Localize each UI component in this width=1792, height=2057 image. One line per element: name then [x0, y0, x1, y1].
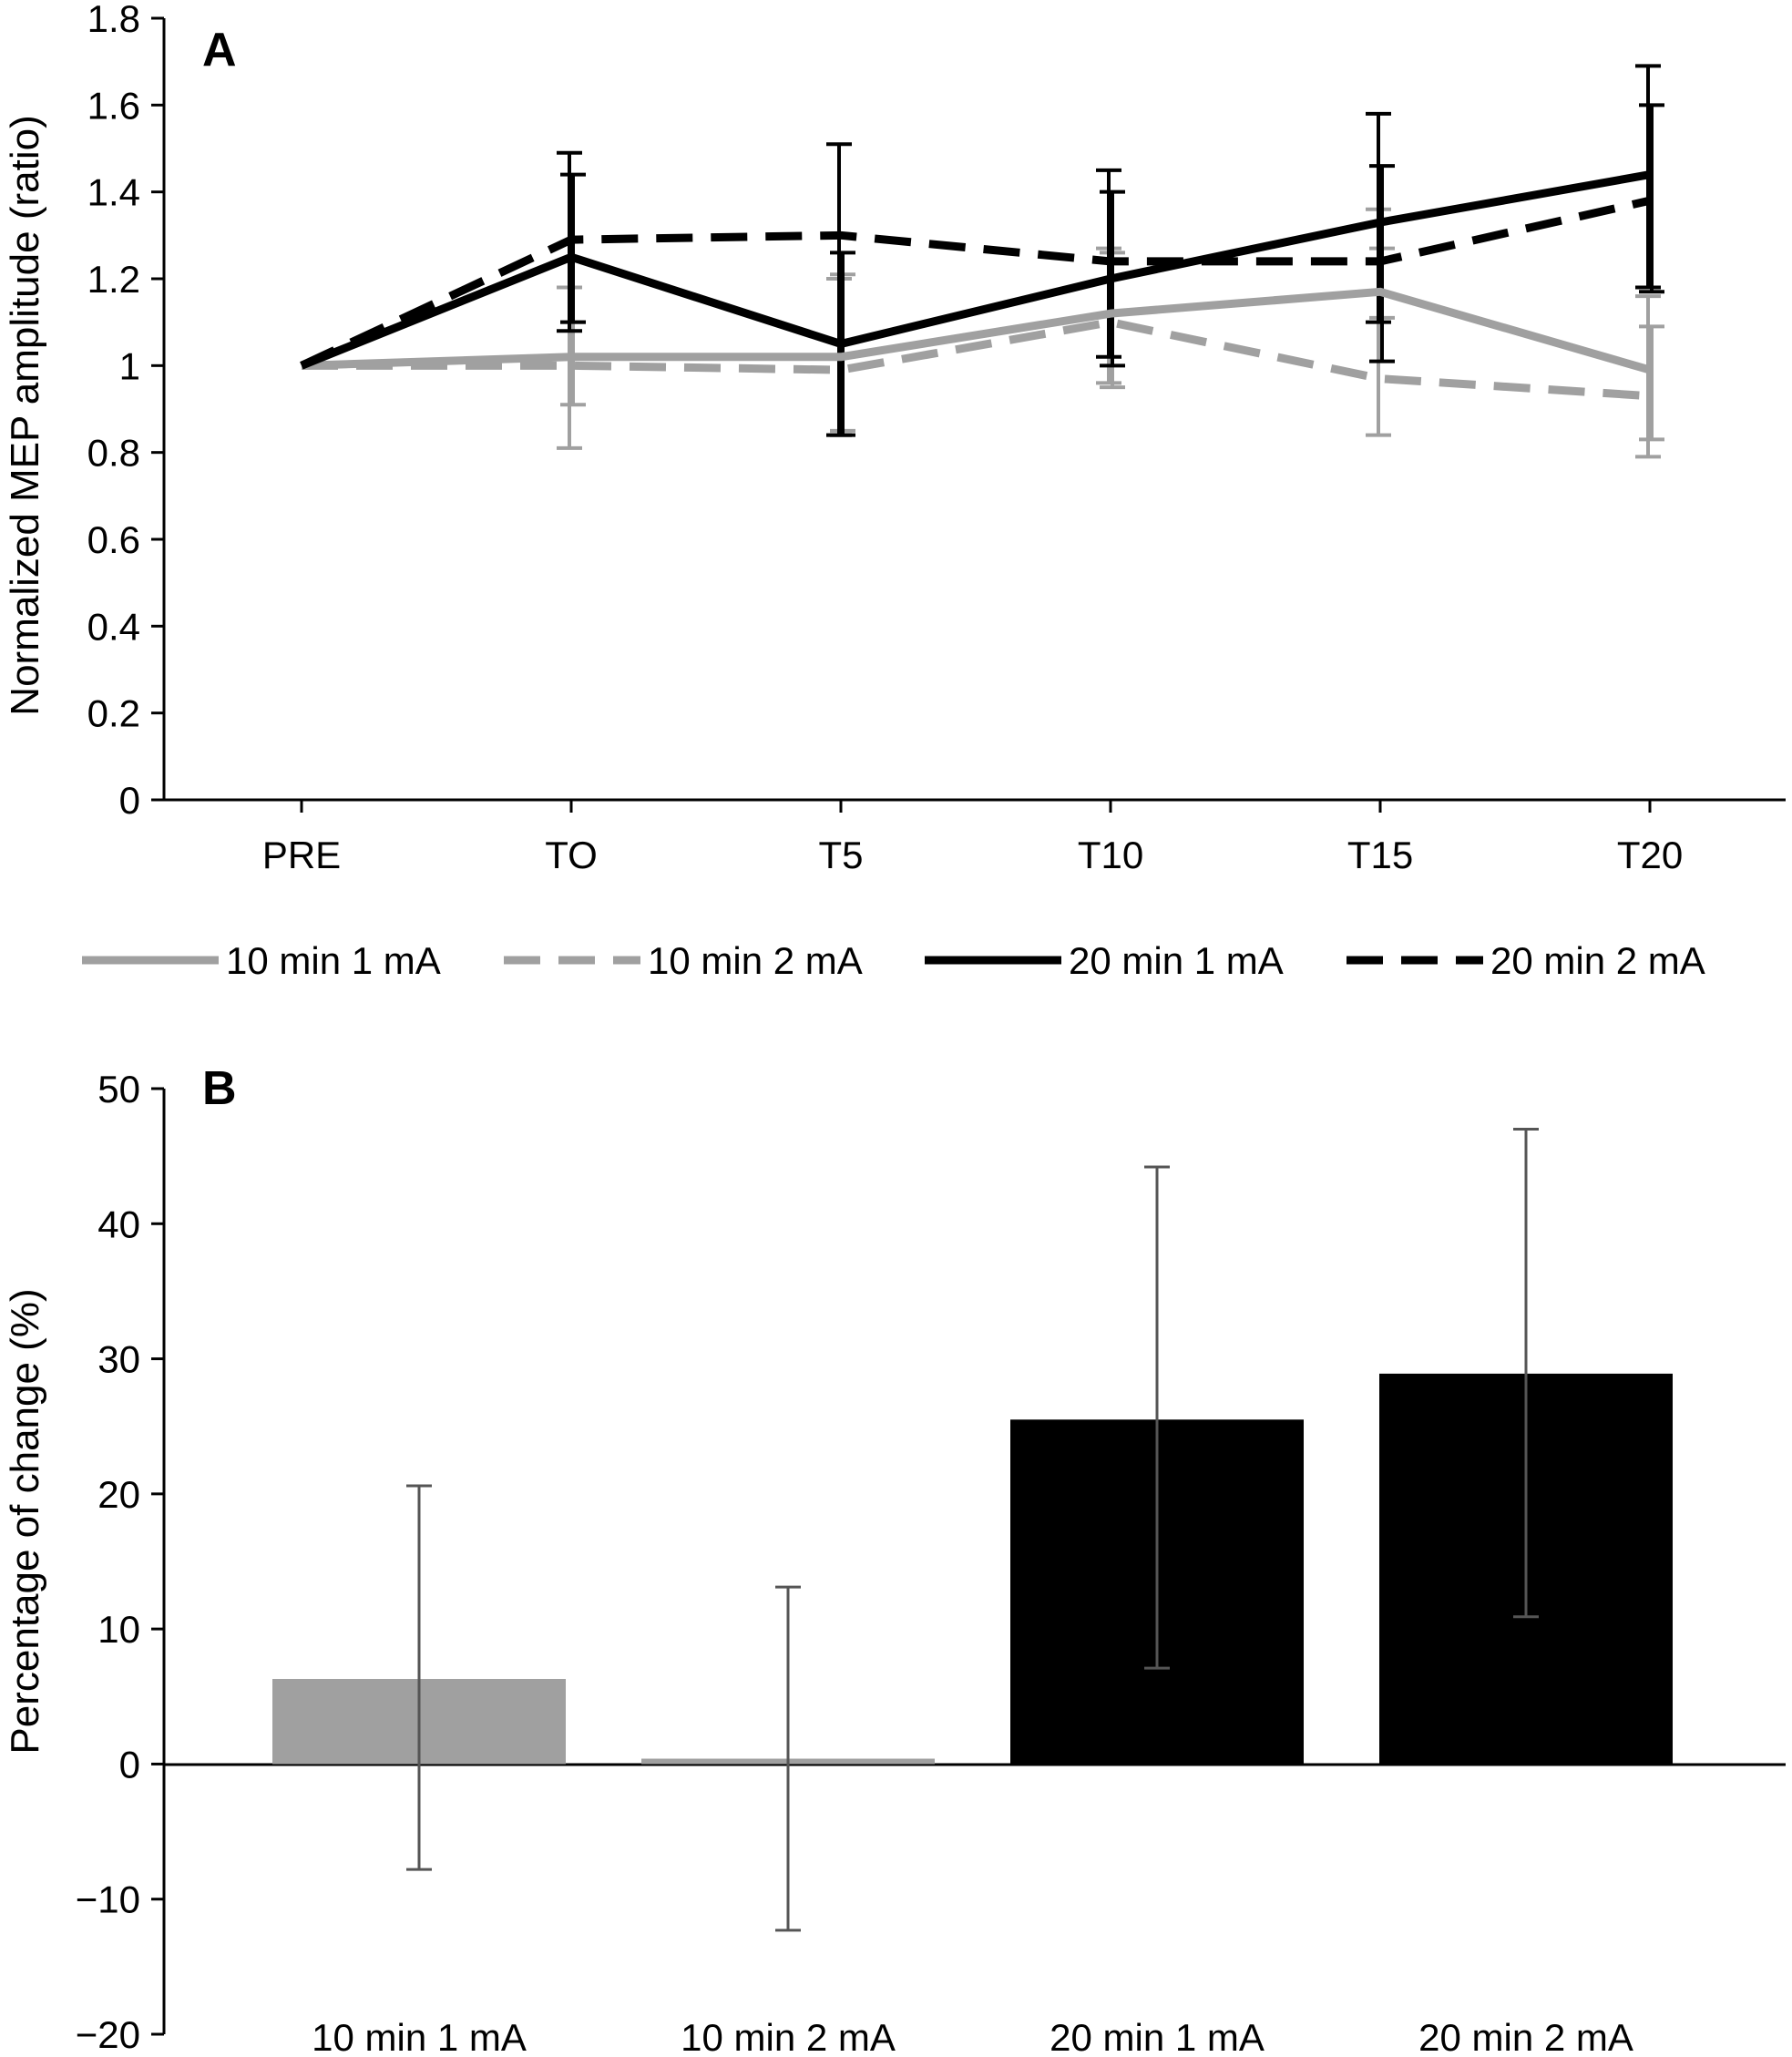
panel-a-x-tick-label: T20	[1617, 834, 1683, 876]
panel-a-series-line	[301, 287, 1652, 374]
panel-a-y-tick-label: 0	[119, 779, 140, 822]
panel-a-y-ticks: 0 0.2 0.4 0.6 0.8 1 1.2 1.4 1.6 1.8	[87, 0, 164, 822]
panel-a-y-axis-title: Normalized MEP amplitude (ratio)	[3, 115, 47, 715]
panel-a-y-tick-label: 0.8	[87, 432, 140, 475]
panel-a-x-ticks: PRE TO T5 T10 T15 T20	[262, 800, 1683, 876]
panel-b-x-label: 10 min 1 mA	[312, 2016, 527, 2057]
panel-b-y-tick-label: 50	[97, 1068, 140, 1110]
panel-b-y-tick-label: 0	[119, 1743, 140, 1786]
panel-b-error-bars	[406, 1127, 1539, 1932]
panel-b-y-tick-label: −20	[76, 2013, 140, 2056]
panel-b-x-labels: 10 min 1 mA 10 min 2 mA 20 min 1 mA 20 min …	[312, 2016, 1633, 2057]
panel-a-y-tick-label: 0.4	[87, 605, 140, 648]
panel-a-x-tick-label: PRE	[262, 834, 341, 876]
panel-a-series-line	[300, 196, 1651, 370]
panel-a-y-tick-label: 1.4	[87, 171, 140, 214]
panel-b-y-tick-label: 40	[97, 1202, 140, 1245]
panel-a-legend: 10 min 1 mA 10 min 2 mA 20 min 1 mA 20 min …	[82, 939, 1705, 982]
panel-b-letter: B	[202, 1062, 237, 1115]
panel-a-x-tick-label: T10	[1078, 834, 1143, 876]
panel-a-y-tick-label: 1.8	[87, 0, 140, 40]
panel-a-legend-label: 20 min 2 mA	[1490, 939, 1705, 982]
panel-b-y-tick-label: −10	[76, 1878, 140, 1921]
panel-a-y-tick-label: 1.6	[87, 84, 140, 127]
panel-b-bars	[272, 1373, 1673, 1765]
panel-b-x-label: 10 min 2 mA	[681, 2016, 896, 2057]
panel-b-bar-chart: B Percentage of change (%) −20 −10 0 10 20 30…	[3, 1062, 1786, 2057]
panel-a-y-tick-label: 0.2	[87, 692, 140, 735]
panel-b-y-tick-label: 10	[97, 1608, 140, 1651]
panel-a-x-tick-label: T5	[818, 834, 863, 876]
panel-a-series-line	[302, 318, 1651, 401]
panel-b-y-ticks: −20 −10 0 10 20 30 40 50	[76, 1068, 164, 2056]
panel-b-x-label: 20 min 1 mA	[1050, 2016, 1265, 2057]
panel-a-letter: A	[202, 24, 237, 77]
panel-a-y-tick-label: 1.2	[87, 258, 140, 301]
panel-a-legend-label: 10 min 2 mA	[648, 939, 863, 982]
panel-b-y-axis-title: Percentage of change (%)	[3, 1288, 47, 1754]
panel-b-y-tick-label: 30	[97, 1338, 140, 1381]
panel-a-series	[300, 170, 1652, 401]
panel-a-legend-label: 20 min 1 mA	[1069, 939, 1284, 982]
panel-b-y-tick-label: 20	[97, 1473, 140, 1516]
panel-a-y-tick-label: 0.6	[87, 518, 140, 561]
panel-a-series-line	[300, 170, 1651, 370]
panel-b-x-label: 20 min 2 mA	[1418, 2016, 1633, 2057]
panel-a-x-tick-label: TO	[545, 834, 598, 876]
panel-a-y-tick-label: 1	[119, 344, 140, 387]
panel-a-x-tick-label: T15	[1347, 834, 1413, 876]
panel-a-line-chart: A Normalized MEP amplitude (ratio) 00.20…	[3, 0, 1786, 982]
panel-a-legend-label: 10 min 1 mA	[226, 939, 441, 982]
